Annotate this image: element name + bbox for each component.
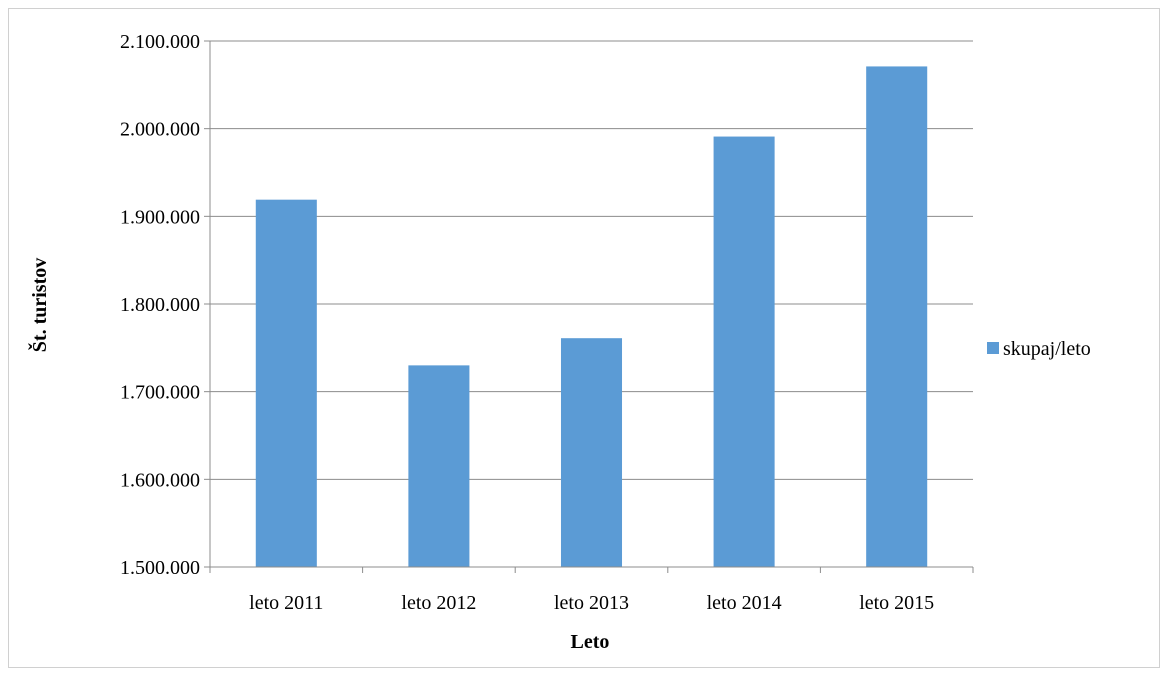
bar	[560, 338, 623, 567]
bar	[866, 66, 928, 567]
y-tick-label: 1.700.000	[120, 382, 200, 404]
y-tick-label: 1.600.000	[120, 469, 200, 491]
x-tick-labels: leto 2011 leto 2012 leto 2013 leto 2014 leto…	[249, 592, 934, 614]
legend-label: skupaj/leto	[1003, 338, 1091, 360]
x-tick-label: leto 2015	[859, 592, 934, 614]
x-tick-label: leto 2012	[401, 592, 476, 614]
y-tick-label: 2.100.000	[120, 31, 200, 53]
y-tick-label: 1.500.000	[120, 557, 200, 579]
y-tick-labels: 1.500.000 1.600.000 1.700.000 1.800.000 1.90…	[120, 31, 200, 579]
y-tick-label: 1.900.000	[120, 206, 200, 228]
x-tick-label: leto 2013	[554, 592, 629, 614]
y-tick-label: 1.800.000	[120, 294, 200, 316]
y-tick-label: 2.000.000	[120, 119, 200, 141]
axes	[209, 41, 974, 573]
bar	[713, 136, 775, 567]
bars	[255, 66, 928, 567]
legend: skupaj/leto	[987, 338, 1091, 360]
x-axis-title: Leto	[571, 631, 610, 653]
legend-swatch	[987, 342, 999, 354]
gridlines	[204, 40, 973, 568]
bar	[255, 199, 317, 567]
y-axis-title: Št. turistov	[27, 258, 51, 352]
x-tick-label: leto 2011	[249, 592, 323, 614]
bar	[408, 365, 470, 567]
x-tick-label: leto 2014	[707, 592, 782, 614]
